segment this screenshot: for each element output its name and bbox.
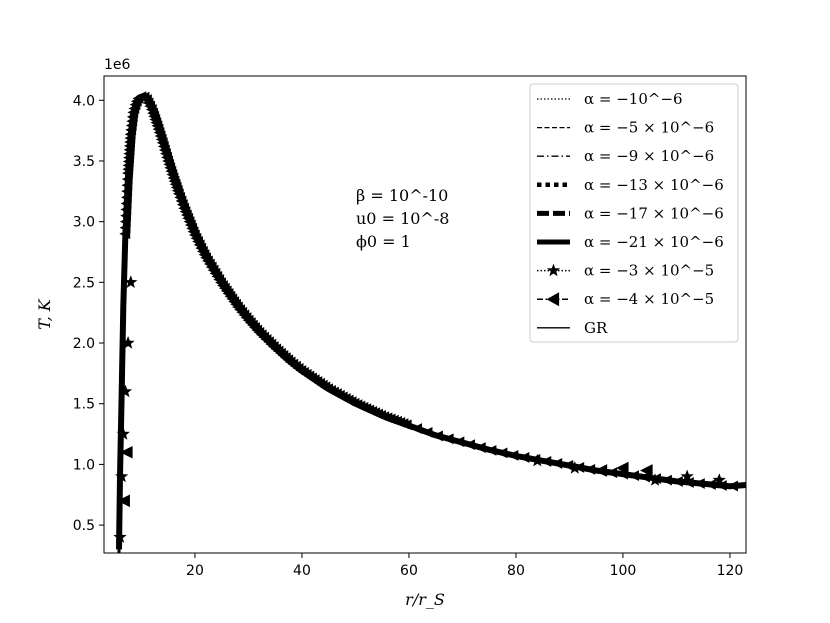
curve-marker <box>496 447 508 459</box>
x-axis-label: r/r_S <box>405 590 445 609</box>
curve-marker <box>507 449 519 461</box>
legend-label: α = −17 × 10^−6 <box>584 204 724 222</box>
x-tick-label: 60 <box>400 563 418 579</box>
curve-marker <box>400 419 412 431</box>
y-tick-label: 1.5 <box>73 397 95 413</box>
legend-label: α = −3 × 10^−5 <box>584 262 714 280</box>
curve-marker <box>551 458 563 469</box>
legend-label: α = −21 × 10^−6 <box>584 233 724 251</box>
triangle-marker <box>120 445 133 459</box>
legend-label: α = −13 × 10^−6 <box>584 176 724 194</box>
legend-star-marker <box>546 263 561 277</box>
annotation-line: ϕ0 = 1 <box>356 232 411 251</box>
legend-triangle-marker <box>546 292 560 307</box>
curve-marker <box>432 430 443 442</box>
parameter-annotation: β = 10^-10 u0 = 10^-8 ϕ0 = 1 <box>356 186 449 251</box>
x-tick-label: 80 <box>507 563 525 579</box>
curve-marker <box>661 474 672 486</box>
curve-marker <box>606 467 618 479</box>
curve-marker <box>485 444 497 456</box>
curve-marker <box>628 470 639 482</box>
curve-marker <box>518 452 530 463</box>
plot-area <box>113 91 746 553</box>
y-tick-label: 3.5 <box>73 154 95 170</box>
x-tick-label: 20 <box>186 563 204 579</box>
legend: α = −10^−6 α = −5 × 10^−6 α = −9 × 10^−6 α … <box>529 83 739 343</box>
plot-frame <box>103 75 747 554</box>
curve-marker <box>683 477 694 488</box>
star-marker <box>124 275 138 288</box>
triangle-marker <box>117 494 130 508</box>
bottom-dash-tail <box>117 525 122 553</box>
legend-label: α = −10^−6 <box>584 90 683 108</box>
y-tick-label: 4.0 <box>73 93 95 109</box>
star-marker <box>712 473 726 486</box>
triangle-marker <box>615 461 629 475</box>
star-marker <box>116 427 130 440</box>
legend-label: α = −9 × 10^−6 <box>584 147 714 165</box>
curve-marker <box>562 460 574 471</box>
star-marker <box>115 469 129 483</box>
y-tick-label: 2.0 <box>73 336 95 352</box>
curve-marker <box>453 436 465 448</box>
curve-marker <box>727 480 738 492</box>
curve-marker <box>474 442 486 453</box>
star-marker <box>118 384 133 398</box>
y-tick-label: 3.0 <box>73 215 95 231</box>
plot-layer <box>113 91 746 553</box>
star-marker <box>648 473 662 486</box>
curve-marker <box>411 423 423 434</box>
curve-marker <box>540 456 552 467</box>
y-axis-label: T, K <box>35 298 54 329</box>
x-tick-label: 40 <box>293 563 311 579</box>
curve-marker <box>639 471 650 483</box>
axes-layer: 20 40 60 80 100 120 0.5 1.0 1.5 2.0 2.5 3.0 3.5 4.0 r/… <box>35 75 747 609</box>
star-marker <box>568 461 582 474</box>
curve-marker <box>421 426 433 438</box>
legend-label: α = −5 × 10^−6 <box>584 119 714 137</box>
y-tick-label: 1.0 <box>73 457 95 473</box>
curve-marker <box>693 478 705 489</box>
curve-marker <box>584 463 596 475</box>
x-tick-label: 100 <box>610 563 637 579</box>
annotation-line: β = 10^-10 <box>356 186 448 205</box>
legend-label: GR <box>584 319 608 337</box>
legend-label: α = −4 × 10^−5 <box>584 290 714 308</box>
star-marker <box>680 469 694 483</box>
triangle-marker <box>640 464 653 477</box>
legend-box <box>529 83 739 343</box>
star-marker <box>530 453 544 467</box>
x-tick-label: 120 <box>717 563 744 579</box>
curve-marker <box>464 439 476 451</box>
triangle-marker <box>594 464 608 477</box>
curve-marker <box>704 479 716 490</box>
annotation-line: u0 = 10^-8 <box>356 209 449 228</box>
curve-marker <box>442 433 454 445</box>
curve-marker <box>715 480 727 491</box>
y-scale-offset-label: 1e6 <box>104 57 131 73</box>
y-tick-label: 0.5 <box>73 518 95 534</box>
curve-marker <box>672 476 683 487</box>
y-tick-label: 2.5 <box>73 275 95 291</box>
star-marker <box>121 336 135 349</box>
